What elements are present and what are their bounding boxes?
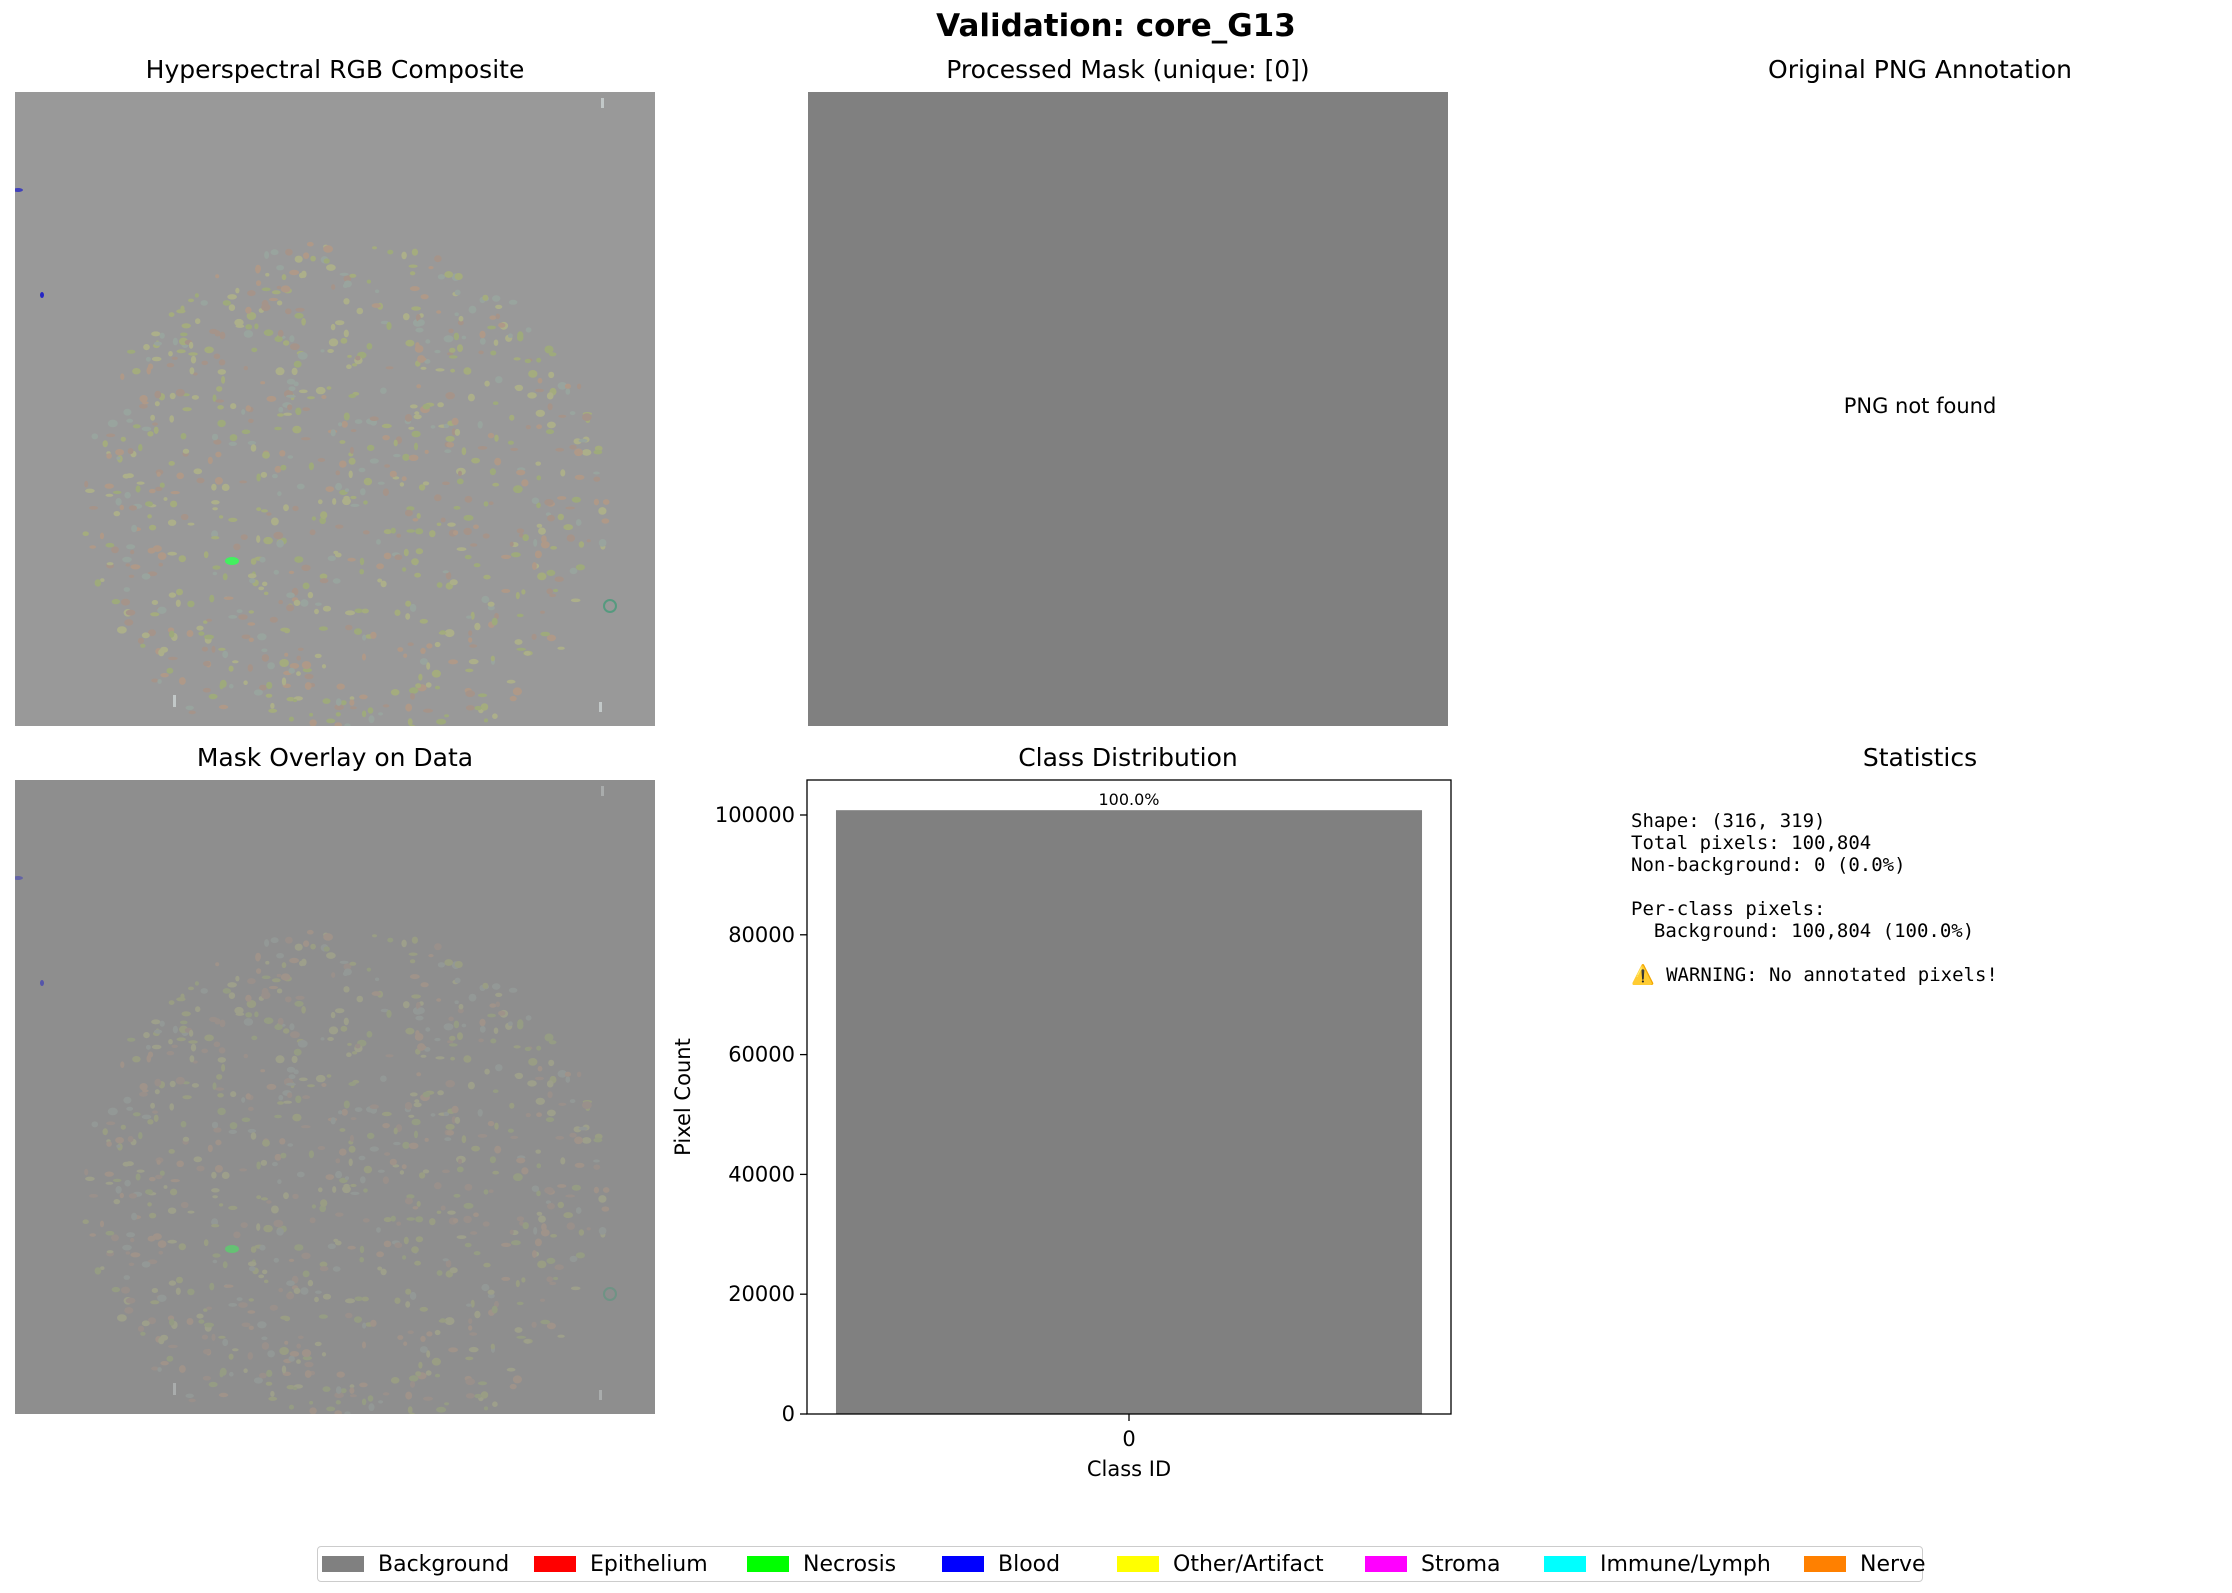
x-axis-label: Class ID: [1087, 1457, 1171, 1481]
figure-title: Validation: core_G13: [936, 8, 1296, 44]
y-axis-label: Pixel Count: [671, 1038, 695, 1156]
y-tick-label: 20000: [728, 1282, 795, 1306]
dist-panel-title: Class Distribution: [1018, 743, 1238, 772]
legend-swatch: [1365, 1556, 1407, 1572]
legend-swatch: [1804, 1556, 1846, 1572]
legend-label: Background: [378, 1551, 510, 1577]
rgb-composite-image: [15, 92, 655, 726]
legend-item: Other/Artifact: [1117, 1547, 1324, 1581]
bar-class-0: [835, 810, 1423, 1414]
bar-value-label: 100.0%: [1098, 790, 1159, 809]
legend-swatch: [747, 1556, 789, 1572]
y-tick-label: 0: [782, 1402, 795, 1426]
png-not-found-message: PNG not found: [1843, 394, 1997, 418]
legend-label: Stroma: [1421, 1551, 1501, 1577]
stats-line: [1631, 942, 1998, 964]
legend-swatch: [534, 1556, 576, 1572]
legend-label: Other/Artifact: [1173, 1551, 1324, 1577]
legend-label: Blood: [998, 1551, 1061, 1577]
legend-item: Necrosis: [747, 1547, 896, 1581]
legend-swatch: [1117, 1556, 1159, 1572]
legend-label: Immune/Lymph: [1600, 1551, 1771, 1577]
legend-swatch: [1544, 1556, 1586, 1572]
stats-line: Shape: (316, 319): [1631, 810, 1826, 832]
legend-label: Epithelium: [590, 1551, 708, 1577]
legend-item: Epithelium: [534, 1547, 708, 1581]
class-distribution-chart: 0 20000 40000 60000 80000 100000 100.0% 0 Class …: [671, 779, 1452, 1481]
legend-item: Background: [322, 1547, 509, 1581]
y-tick-label: 80000: [728, 923, 795, 947]
stats-line: Background: 100,804 (100.0%): [1631, 920, 1975, 942]
legend-item: Blood: [942, 1547, 1060, 1581]
stats-line: Total pixels: 100,804: [1631, 832, 1872, 854]
legend-item: Stroma: [1365, 1547, 1501, 1581]
stats-line: [1631, 876, 1998, 898]
legend-swatch: [942, 1556, 984, 1572]
mask-panel-title: Processed Mask (unique: [0]): [946, 55, 1310, 84]
processed-mask-image: [808, 92, 1448, 726]
legend-swatch: [322, 1556, 364, 1572]
plot-frame: [806, 779, 1452, 1415]
stats-line: ⚠️ WARNING: No annotated pixels!: [1631, 964, 1998, 986]
class-legend: Background Epithelium Necrosis Blood Other/A…: [317, 1546, 1926, 1582]
overlay-panel-title: Mask Overlay on Data: [196, 743, 474, 772]
y-tick-label: 40000: [728, 1162, 795, 1186]
png-panel-title: Original PNG Annotation: [1768, 55, 2072, 84]
mask-overlay-image: [15, 780, 655, 1414]
y-tick-label: 100000: [715, 803, 795, 827]
stats-panel-title: Statistics: [1862, 743, 1978, 772]
stats-line: Non-background: 0 (0.0%): [1631, 854, 1906, 876]
legend-item: Immune/Lymph: [1544, 1547, 1771, 1581]
statistics-text: Shape: (316, 319) Total pixels: 100,804 No…: [1631, 810, 1998, 986]
legend-label: Nerve: [1860, 1551, 1926, 1577]
y-tick-label: 60000: [728, 1043, 795, 1067]
x-tick-label: 0: [1122, 1427, 1135, 1451]
stats-line: Per-class pixels:: [1631, 898, 1826, 920]
rgb-panel-title: Hyperspectral RGB Composite: [145, 55, 525, 84]
legend-item: Nerve: [1804, 1547, 1926, 1581]
legend-label: Necrosis: [803, 1551, 897, 1577]
